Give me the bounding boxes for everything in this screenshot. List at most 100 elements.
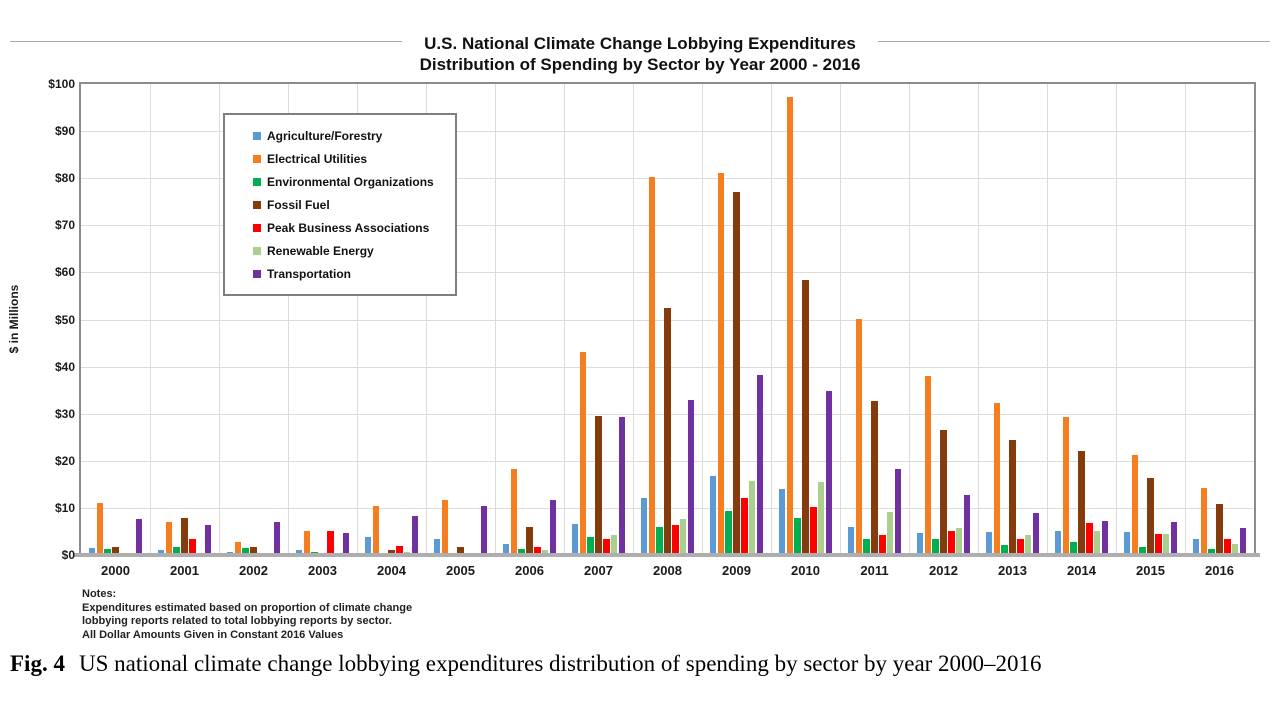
bar-environmental-organizations-2000	[104, 549, 111, 555]
x-tick-label-2009: 2009	[722, 563, 751, 578]
x-tick-label-2004: 2004	[377, 563, 406, 578]
legend-label: Renewable Energy	[267, 243, 374, 258]
bar-electrical-utilities-2002	[234, 542, 242, 555]
bar-environmental-organizations-2014	[1070, 542, 1077, 555]
y-tick-label: $90	[54, 124, 75, 139]
bar-transportation-2010	[825, 391, 833, 555]
gridline-horizontal	[81, 178, 1254, 180]
bar-fossil-fuel-2005	[457, 547, 464, 555]
bar-environmental-organizations-2008	[656, 527, 663, 555]
bar-peak-business-associations-2011	[879, 535, 886, 555]
y-tick-label: $100	[48, 77, 75, 91]
notes-line: Expenditures estimated based on proporti…	[82, 601, 413, 614]
y-tick-label: $60	[54, 265, 75, 280]
y-axis-title: $ in Millions	[7, 284, 21, 354]
bar-environmental-organizations-2013	[1001, 545, 1008, 555]
bar-transportation-2008	[687, 400, 695, 555]
legend-item: Peak Business Associations	[253, 216, 455, 239]
bar-electrical-utilities-2010	[786, 97, 794, 555]
bar-agriculture-forestry-2014	[1054, 531, 1062, 555]
x-tick-label-2006: 2006	[515, 563, 544, 578]
x-tick-label-2007: 2007	[584, 563, 613, 578]
bar-fossil-fuel-2010	[802, 280, 809, 555]
gridline-vertical	[702, 84, 703, 555]
bar-fossil-fuel-2014	[1078, 451, 1085, 555]
x-tick-label-2013: 2013	[998, 563, 1027, 578]
bar-electrical-utilities-2016	[1200, 488, 1208, 555]
notes-line: Notes:	[82, 588, 117, 600]
bar-fossil-fuel-2016	[1216, 504, 1223, 555]
bar-peak-business-associations-2004	[396, 546, 403, 555]
bar-transportation-2006	[549, 500, 557, 555]
bar-peak-business-associations-2010	[810, 507, 817, 555]
bar-agriculture-forestry-2005	[433, 539, 441, 555]
bar-transportation-2002	[273, 522, 281, 555]
notes-line: lobbying reports related to total lobbyi…	[82, 615, 392, 627]
gridline-vertical	[357, 84, 358, 555]
gridline-vertical	[978, 84, 979, 555]
legend-swatch-icon	[253, 223, 261, 232]
bar-fossil-fuel-2008	[664, 308, 671, 555]
gridline-horizontal	[81, 131, 1254, 133]
bar-transportation-2014	[1101, 521, 1109, 555]
y-tick-label: $40	[54, 359, 75, 374]
gridline-vertical	[150, 84, 151, 555]
x-tick-label-2008: 2008	[653, 563, 682, 578]
bar-electrical-utilities-2005	[441, 500, 449, 555]
legend-label: Agriculture/Forestry	[267, 128, 383, 143]
bar-agriculture-forestry-2016	[1192, 539, 1200, 555]
figure-caption: Fig. 4 US national climate change lobbyin…	[10, 651, 1272, 677]
y-tick-label: $70	[54, 218, 75, 233]
y-tick-label: $50	[54, 312, 75, 327]
bar-agriculture-forestry-2012	[916, 533, 924, 555]
y-tick-label: $30	[54, 406, 75, 421]
bar-transportation-2012	[963, 495, 971, 555]
x-tick-label-2011: 2011	[860, 563, 889, 578]
bar-renewable-energy-2011	[886, 512, 894, 555]
bar-fossil-fuel-2004	[388, 550, 395, 555]
legend-swatch-icon	[253, 269, 261, 278]
bar-fossil-fuel-2007	[595, 416, 602, 555]
bar-renewable-energy-2007	[610, 535, 618, 555]
bar-electrical-utilities-2003	[303, 531, 311, 555]
bar-agriculture-forestry-2004	[364, 537, 372, 555]
y-tick-label: $0	[61, 548, 75, 562]
bar-transportation-2013	[1032, 513, 1040, 555]
bar-renewable-energy-2015	[1162, 534, 1170, 555]
bar-renewable-energy-2008	[679, 519, 687, 555]
notes-block: Notes: Expenditures estimated based on pr…	[82, 588, 412, 642]
bar-renewable-energy-2009	[748, 481, 756, 555]
legend-item: Electrical Utilities	[253, 147, 455, 170]
bar-agriculture-forestry-2009	[709, 476, 717, 555]
gridline-vertical	[1116, 84, 1117, 555]
bar-agriculture-forestry-2001	[157, 550, 165, 555]
bar-electrical-utilities-2013	[993, 403, 1001, 555]
gridline-vertical	[1047, 84, 1048, 555]
bar-transportation-2001	[204, 525, 212, 555]
bar-renewable-energy-2010	[817, 482, 825, 555]
gridline-vertical	[426, 84, 427, 555]
bar-environmental-organizations-2012	[932, 539, 939, 555]
legend-swatch-icon	[253, 200, 261, 209]
bar-transportation-2011	[894, 469, 902, 555]
gridline-horizontal	[81, 225, 1254, 227]
bar-fossil-fuel-2001	[181, 518, 188, 555]
bar-electrical-utilities-2000	[96, 503, 104, 555]
legend-item: Environmental Organizations	[253, 170, 455, 193]
bar-agriculture-forestry-2003	[295, 550, 303, 555]
gridline-vertical	[909, 84, 910, 555]
chart-title-line1: U.S. National Climate Change Lobbying Ex…	[424, 34, 856, 53]
y-tick-label: $80	[54, 171, 75, 186]
chart-title-line2: Distribution of Spending by Sector by Ye…	[419, 55, 861, 74]
legend-label: Fossil Fuel	[267, 197, 330, 212]
bar-transportation-2009	[756, 375, 764, 555]
bar-peak-business-associations-2015	[1155, 534, 1162, 555]
bar-transportation-2000	[135, 519, 143, 555]
x-tick-label-2010: 2010	[791, 563, 820, 578]
bar-electrical-utilities-2014	[1062, 417, 1070, 555]
bar-fossil-fuel-2011	[871, 401, 878, 555]
bar-peak-business-associations-2013	[1017, 539, 1024, 555]
bar-transportation-2005	[480, 506, 488, 555]
gridline-vertical	[840, 84, 841, 555]
figure-caption-text: US national climate change lobbying expe…	[78, 651, 1042, 676]
